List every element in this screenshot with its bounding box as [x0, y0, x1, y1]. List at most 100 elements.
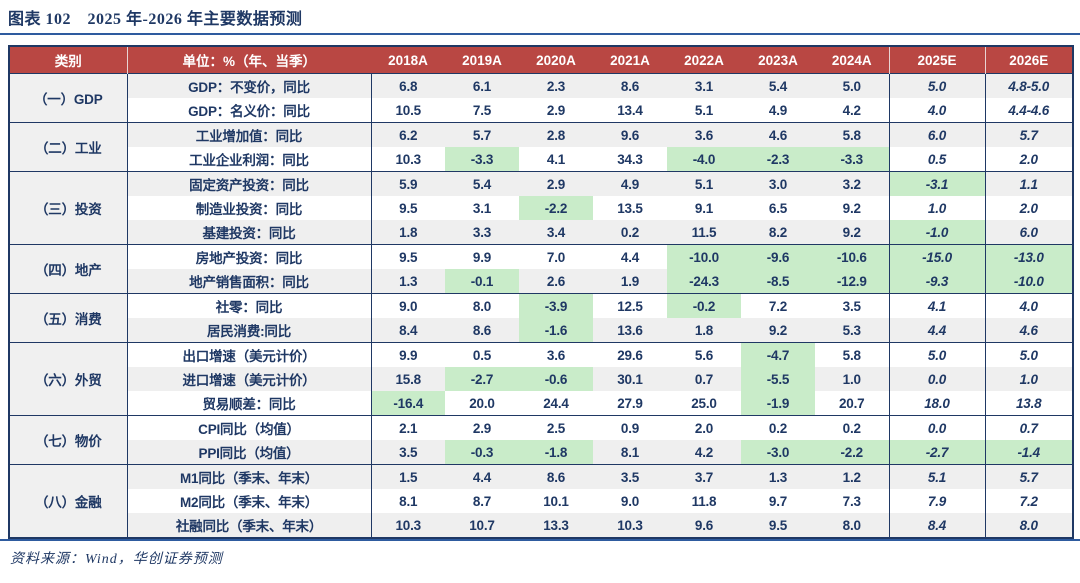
value-cell: -8.5	[741, 269, 815, 294]
value-cell: 8.6	[593, 73, 667, 98]
table-row: （二）工业 工业增加值：同比 6.2 5.7 2.8 9.6 3.6 4.6 5.8 6.0 5.7	[9, 122, 1073, 172]
table-row: （一）GDP GDP：不变价，同比 6.8 6.1 2.3 8.6 3.1 5.4 5.0 5.0…	[9, 73, 1073, 123]
value-cell: 10.5	[395, 102, 422, 118]
value-cell: 4.2	[667, 440, 741, 465]
group-label: （三）投资	[9, 171, 128, 245]
source-note: 资料来源：Wind，华创证券预测	[10, 552, 223, 567]
header-unit: 单位：%（年、当季）	[126, 46, 371, 74]
table-row: （七）物价 CPI同比（均值） 2.1 2.9 2.5 0.9 2.0 0.2 0.2 0.0 0.…	[9, 415, 1073, 465]
value-cell: -16.4	[371, 391, 445, 416]
value-cell: 3.2	[815, 171, 889, 196]
value-cell: -4.7	[741, 342, 815, 367]
value-cell: 5.8	[815, 122, 889, 147]
value-cell: 9.5	[741, 513, 815, 538]
value-cell: 5.0	[888, 342, 985, 367]
indicator-label: M1同比（季末、年末）	[127, 464, 372, 489]
value-cell: -24.3	[667, 269, 741, 294]
indicator-label: 基建投资：同比	[127, 220, 372, 245]
value-cell: 13.6	[593, 318, 667, 343]
value-cell: -13.0	[984, 244, 1073, 269]
value-cell: 10.7	[445, 513, 519, 538]
indicator-label: GDP：不变价，同比	[127, 73, 372, 98]
table-row: （五）消费 社零：同比 9.0 8.0 -3.9 12.5 -0.2 7.2 3.5 4.1 4.0	[9, 293, 1073, 343]
value-cell: 5.4	[445, 171, 519, 196]
value-cell: 0.2	[768, 420, 788, 436]
value-cell: 8.0	[984, 513, 1073, 538]
value-cell: 2.5	[546, 420, 566, 436]
value-cell: 34.3	[617, 151, 643, 167]
value-cell: 9.2	[741, 318, 815, 343]
group-1: （一）GDP GDP：不变价，同比 6.8 6.1 2.3 8.6 3.1 5.4 5.0 5.0…	[9, 73, 1073, 123]
value-cell: 9.7	[768, 493, 788, 509]
header-category: 类别	[9, 46, 127, 74]
value-cell: 3.0	[741, 171, 815, 196]
value-cell: 18.0	[888, 391, 985, 416]
value-cell: 9.0	[399, 298, 418, 314]
value-cell: 7.3	[842, 493, 861, 509]
table-row: 制造业投资：同比 9.5 3.1 -2.2 13.5 9.1 6.5 9.2 1.0 2.0	[9, 196, 1073, 220]
group-label: （五）消费	[9, 293, 128, 343]
value-cell: 25.0	[691, 395, 717, 411]
value-cell: -10.6	[815, 244, 889, 269]
value-cell: 8.1	[593, 440, 667, 465]
top-divider-line	[0, 33, 1080, 35]
value-cell: 2.9	[472, 420, 492, 436]
table-row: 居民消费:同比 8.4 8.6 -1.6 13.6 1.8 9.2 5.3 4.4 4.6	[9, 318, 1073, 343]
header-year-2021A: 2021A	[593, 46, 667, 74]
value-cell: 6.5	[768, 200, 788, 216]
value-cell: 7.2	[768, 298, 788, 314]
value-cell: 8.2	[741, 220, 815, 245]
value-cell: 1.9	[593, 269, 667, 294]
value-cell: 2.9	[519, 171, 593, 196]
value-cell: 3.5	[593, 464, 667, 489]
value-cell: -1.9	[741, 391, 815, 416]
indicator-label: 贸易顺差：同比	[127, 391, 372, 416]
value-cell: 5.9	[371, 171, 445, 196]
value-cell: 6.1	[445, 73, 519, 98]
value-cell: 13.8	[984, 391, 1073, 416]
value-cell: 3.5	[371, 440, 445, 465]
value-cell: 1.2	[815, 464, 889, 489]
value-cell: 0.7	[667, 367, 741, 391]
value-cell: 13.4	[617, 102, 643, 118]
value-cell: 1.3	[371, 269, 445, 294]
value-cell: 5.7	[984, 464, 1073, 489]
value-cell: 5.1	[694, 102, 714, 118]
value-cell: 7.5	[472, 102, 492, 118]
value-cell: 9.5	[399, 200, 418, 216]
value-cell: -10.0	[984, 269, 1073, 294]
value-cell: 2.8	[519, 122, 593, 147]
value-cell: 29.6	[617, 347, 643, 363]
value-cell: 9.6	[593, 122, 667, 147]
value-cell: 1.3	[741, 464, 815, 489]
value-cell: 8.0	[472, 298, 492, 314]
value-cell: 2.9	[546, 102, 566, 118]
value-cell: 2.6	[519, 269, 593, 294]
header-year-2020A: 2020A	[519, 46, 593, 74]
value-cell: 8.6	[445, 318, 519, 343]
table-row: 贸易顺差：同比 -16.4 20.0 24.4 27.9 25.0 -1.9 20.7 18.0…	[9, 391, 1073, 416]
table-row: 社融同比（季末、年末） 10.3 10.7 13.3 10.3 9.6 9.5 8.0 8.4 8…	[9, 513, 1073, 538]
value-cell: 3.6	[667, 122, 741, 147]
table-row: （四）地产 房地产投资：同比 9.5 9.9 7.0 4.4 -10.0 -9.6 -10.6-…	[9, 244, 1073, 294]
value-cell: 3.1	[472, 200, 492, 216]
value-cell: 8.1	[399, 493, 418, 509]
value-cell: 0.7	[984, 415, 1073, 440]
value-cell: -3.3	[445, 147, 519, 172]
value-cell: -15.0	[888, 244, 985, 269]
value-cell: 4.4	[445, 464, 519, 489]
value-cell: 9.5	[399, 249, 418, 265]
header-row: 类别 单位：%（年、当季） 2018A 2019A 2020A 2021A 2022A 202…	[9, 46, 1073, 74]
value-cell: 2.1	[399, 420, 418, 436]
value-cell: 0.2	[842, 420, 861, 436]
value-cell: 1.1	[984, 171, 1073, 196]
value-cell: 1.8	[667, 318, 741, 343]
value-cell: 3.4	[519, 220, 593, 245]
bottom-divider-line	[0, 539, 1080, 541]
value-cell: -3.1	[888, 171, 985, 196]
value-cell: 7.9	[888, 489, 985, 513]
value-cell: 10.3	[593, 513, 667, 538]
value-cell: 9.2	[842, 200, 861, 216]
value-cell: 4.9	[768, 102, 788, 118]
group-4: （四）地产 房地产投资：同比 9.5 9.9 7.0 4.4 -10.0 -9.6 -10.6-…	[9, 244, 1073, 294]
